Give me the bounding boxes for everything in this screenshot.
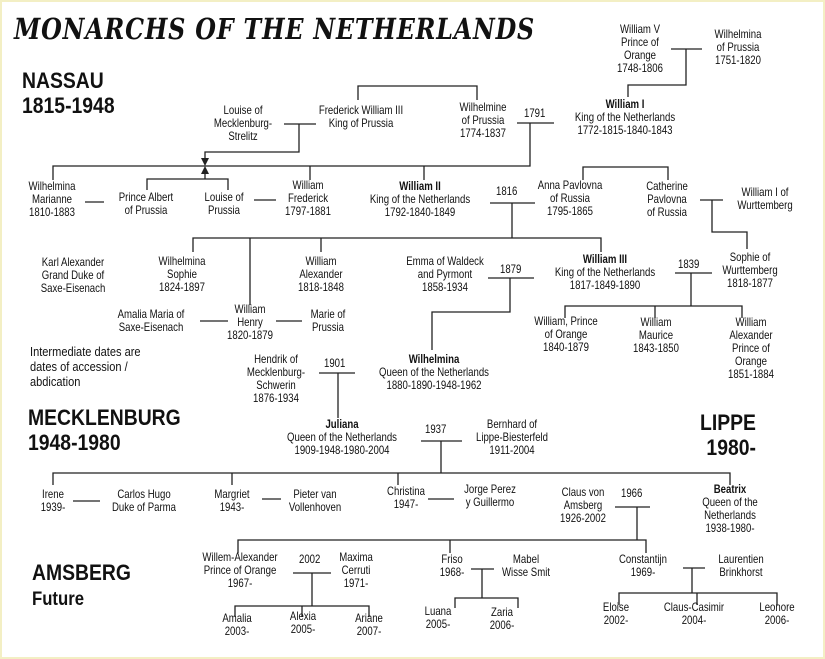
person-laurentien: Laurentien Brinkhorst bbox=[718, 552, 764, 579]
person-louise-mecklenburg: Louise of Mecklenburg- Strelitz bbox=[213, 103, 273, 143]
person-william-ii: William II King of the Netherlands 1792-1… bbox=[370, 180, 470, 219]
house-amsberg-name: AMSBERG bbox=[32, 560, 131, 585]
person-wilhelmina-marianne: Wilhelmina Marianne 1810-1883 bbox=[28, 179, 76, 219]
marriage-year: 1791 bbox=[524, 106, 546, 120]
person-detail: Queen of the Netherlands 1880-1890-1948-… bbox=[379, 365, 489, 392]
person-zaria: Zaria 2006- bbox=[489, 605, 515, 632]
monarch-name: Beatrix bbox=[713, 482, 747, 496]
marriage-year: 1839 bbox=[678, 257, 700, 271]
person-wilhelmine-prussia: Wilhelmine of Prussia 1774-1837 bbox=[459, 100, 507, 140]
person-amalia: Amalia 2003- bbox=[222, 611, 252, 638]
person-luana: Luana 2005- bbox=[424, 604, 452, 631]
person-alexia: Alexia 2005- bbox=[289, 609, 317, 636]
house-amsberg-sub: Future bbox=[32, 589, 85, 610]
house-lippe: LIPPE 1980- bbox=[700, 410, 756, 460]
person-prince-albert: Prince Albert of Prussia bbox=[118, 190, 174, 217]
page-title: MONARCHS OF THE NETHERLANDS bbox=[14, 12, 536, 46]
person-emma-waldeck: Emma of Waldeck and Pyrmont 1858-1934 bbox=[406, 254, 484, 294]
person-william-i-wurttemberg: William I of Wurttemberg bbox=[737, 185, 793, 212]
person-william-prince-of-orange: William, Prince of Orange 1840-1879 bbox=[534, 314, 598, 354]
person-louise-prussia: Louise of Prussia bbox=[204, 190, 244, 217]
person-william-i: William I King of the Netherlands 1772-18… bbox=[575, 98, 675, 137]
marriage-year: 1966 bbox=[621, 486, 643, 500]
person-claus: Claus von Amsberg 1926-2002 bbox=[560, 485, 606, 525]
person-hendrik: Hendrik of Mecklenburg- Schwerin 1876-19… bbox=[246, 352, 306, 405]
person-detail: Queen of the Netherlands 1909-1948-1980-… bbox=[287, 430, 397, 457]
person-pieter: Pieter van Vollenhoven bbox=[288, 487, 342, 514]
person-william-maurice: William Maurice 1843-1850 bbox=[633, 315, 679, 355]
person-detail: King of the Netherlands 1772-1815-1840-1… bbox=[574, 110, 676, 137]
marriage-year: 1937 bbox=[425, 422, 447, 436]
dates-note: Intermediate dates are dates of accessio… bbox=[30, 344, 141, 389]
house-mecklenburg: MECKLENBURG 1948-1980 bbox=[28, 405, 181, 455]
person-william-alexander: William Alexander 1818-1848 bbox=[298, 254, 344, 294]
person-friso: Friso 1968- bbox=[439, 552, 465, 579]
monarch-name: Juliana bbox=[325, 417, 359, 431]
person-maxima: Maxima Cerruti 1971- bbox=[339, 550, 373, 590]
person-catherine-pavlovna: Catherine Pavlovna of Russia bbox=[646, 179, 688, 219]
person-detail: Queen of the Netherlands 1938-1980- bbox=[702, 495, 758, 535]
person-karl-alexander: Karl Alexander Grand Duke of Saxe-Eisena… bbox=[40, 255, 106, 295]
monarch-name: Wilhelmina bbox=[408, 352, 460, 366]
person-mabel: Mabel Wisse Smit bbox=[502, 552, 550, 579]
marriage-year: 1901 bbox=[324, 356, 346, 370]
person-detail: King of the Netherlands 1817-1849-1890 bbox=[554, 265, 656, 292]
person-beatrix: Beatrix Queen of the Netherlands 1938-198… bbox=[692, 483, 768, 535]
person-william-alexander-orange: William Alexander Prince of Orange 1851-… bbox=[728, 315, 774, 381]
person-christina: Christina 1947- bbox=[387, 484, 425, 511]
person-detail: King of the Netherlands 1792-1840-1849 bbox=[369, 192, 471, 219]
person-william-henry: William Henry 1820-1879 bbox=[227, 302, 273, 342]
person-amalia-maria: Amalia Maria of Saxe-Eisenach bbox=[117, 307, 185, 334]
house-amsberg: AMSBERG Future bbox=[32, 560, 131, 612]
marriage-year: 2002 bbox=[299, 552, 321, 566]
person-frederick-william-iii: Frederick William III King of Prussia bbox=[318, 103, 404, 130]
person-sophie-wurttemberg: Sophie of Wurttemberg 1818-1877 bbox=[722, 250, 778, 290]
person-carlos-hugo: Carlos Hugo Duke of Parma bbox=[111, 487, 177, 514]
person-eloise: Eloise 2002- bbox=[602, 600, 630, 627]
person-anna-pavlovna: Anna Pavlovna of Russia 1795-1865 bbox=[537, 178, 603, 218]
person-margriet: Margriet 1943- bbox=[214, 487, 250, 514]
person-juliana: Juliana Queen of the Netherlands 1909-194… bbox=[287, 418, 397, 457]
person-claus-casimir: Claus-Casimir 2004- bbox=[663, 600, 725, 627]
person-leonore: Leonore 2006- bbox=[759, 600, 795, 627]
person-bernhard: Bernhard of Lippe-Biesterfeld 1911-2004 bbox=[475, 417, 549, 457]
marriage-year: 1879 bbox=[500, 262, 522, 276]
monarch-name: William III bbox=[582, 252, 628, 266]
monarch-name: William I bbox=[605, 97, 645, 111]
person-marie-prussia: Marie of Prussia bbox=[310, 307, 346, 334]
person-constantijn: Constantijn 1969- bbox=[618, 552, 668, 579]
person-william-frederick: William Frederick 1797-1881 bbox=[285, 178, 331, 218]
person-willem-alexander: Willem-Alexander Prince of Orange 1967- bbox=[202, 550, 278, 590]
person-irene: Irene 1939- bbox=[40, 487, 66, 514]
person-william-v: William V Prince of Orange 1748-1806 bbox=[617, 22, 663, 75]
marriage-year: 1816 bbox=[496, 184, 518, 198]
person-william-iii: William III King of the Netherlands 1817-… bbox=[555, 253, 655, 292]
person-wilhelmina: Wilhelmina Queen of the Netherlands 1880-… bbox=[379, 353, 489, 392]
house-nassau: NASSAU 1815-1948 bbox=[22, 68, 115, 118]
person-wilhelmina-sophie: Wilhelmina Sophie 1824-1897 bbox=[158, 254, 206, 294]
monarch-name: William II bbox=[399, 179, 441, 193]
person-wilhelmina-of-prussia: Wilhelmina of Prussia 1751-1820 bbox=[714, 27, 762, 67]
person-jorge: Jorge Perez y Guillermo bbox=[464, 482, 516, 509]
person-ariane: Ariane 2007- bbox=[355, 611, 383, 638]
